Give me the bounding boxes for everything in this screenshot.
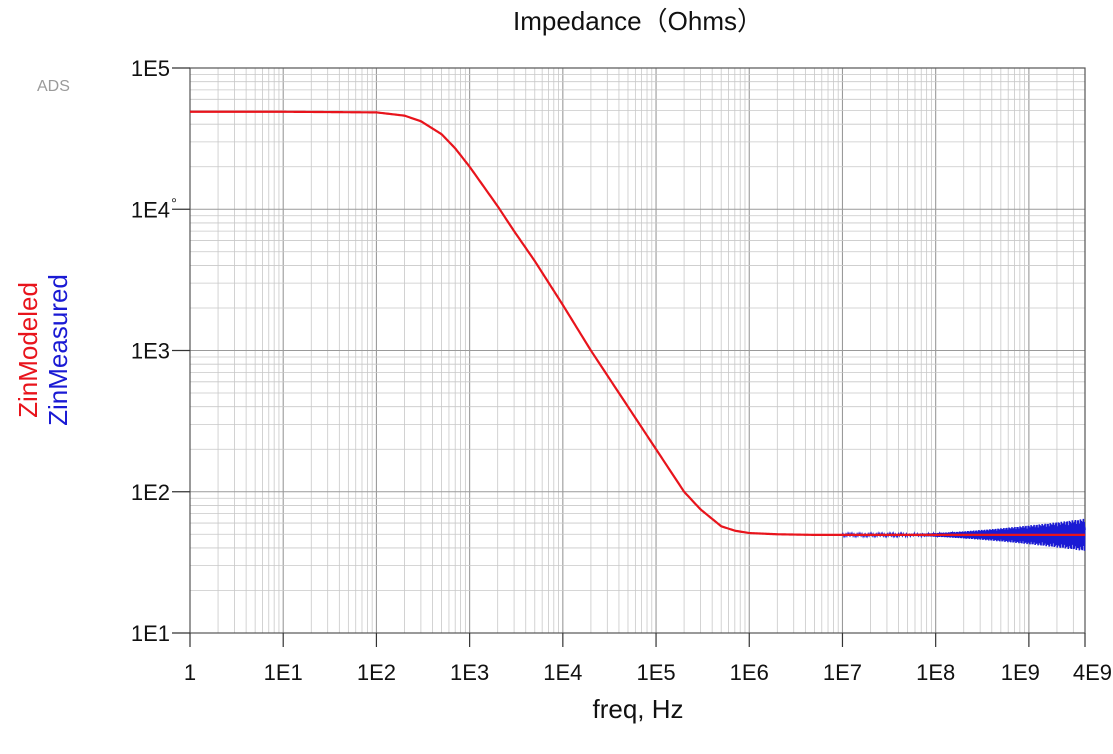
x-tick-label: 1E7 bbox=[823, 660, 862, 685]
series-line-zinmodeled bbox=[190, 110, 1085, 536]
y-tick-label: 1E5 bbox=[131, 56, 170, 81]
x-tick-label: 1 bbox=[184, 660, 196, 685]
y-tick-label: 1E3 bbox=[131, 339, 170, 364]
x-tick-label: 1E6 bbox=[730, 660, 769, 685]
x-axis: 1 1E1 1E2 1E3 1E4 1E5 1E6 1E7 1E8 1E9 4E9 bbox=[184, 633, 1112, 685]
x-tick-label: 1E5 bbox=[636, 660, 675, 685]
x-tick-label: 1E3 bbox=[450, 660, 489, 685]
x-tick-label: 1E2 bbox=[357, 660, 396, 685]
y-tick-label: 1E4 bbox=[131, 197, 170, 222]
y-axis: 1E1 1E2 1E3 1E4 1E5 bbox=[131, 56, 190, 646]
x-axis-label: freq, Hz bbox=[592, 694, 683, 724]
y-tick-label: 1E1 bbox=[131, 621, 170, 646]
x-tick-label: 1E8 bbox=[916, 660, 955, 685]
x-tick-label: 1E1 bbox=[264, 660, 303, 685]
y-tick-label: 1E2 bbox=[131, 480, 170, 505]
marker-dot bbox=[171, 198, 176, 203]
x-tick-label: 1E4 bbox=[543, 660, 582, 685]
x-tick-label: 4E9 bbox=[1073, 660, 1112, 685]
ads-watermark: ADS bbox=[37, 78, 70, 95]
y-axis-label-modeled: ZinModeled bbox=[13, 282, 43, 418]
x-tick-label: 1E9 bbox=[1001, 660, 1040, 685]
grid bbox=[190, 68, 1085, 633]
y-axis-label-measured: ZinMeasured bbox=[43, 274, 73, 426]
chart-title: Impedance（Ohms） bbox=[513, 6, 763, 36]
series-layer bbox=[190, 110, 1086, 551]
